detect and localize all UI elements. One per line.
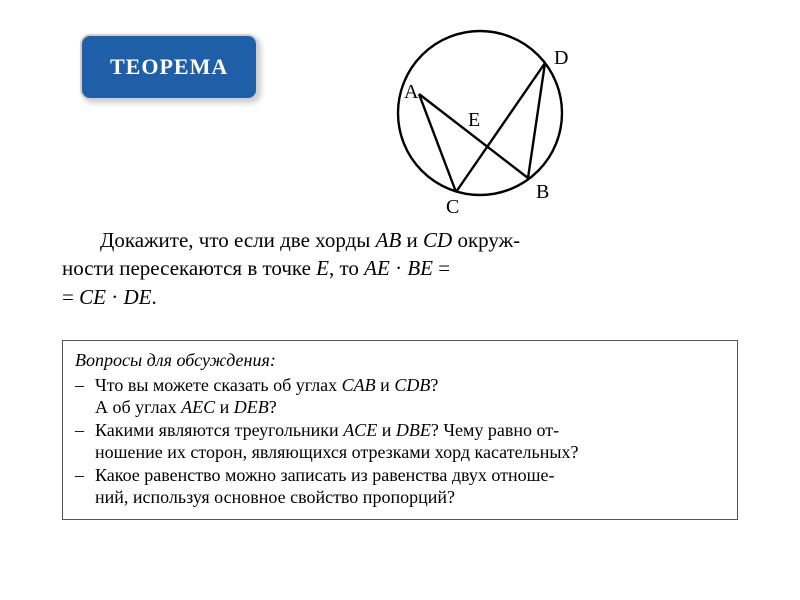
questions-box: Вопросы для обсуждения: –Что вы можете с…: [62, 340, 738, 520]
point-label-E: E: [468, 109, 480, 131]
text: и: [401, 228, 423, 252]
text: и: [377, 420, 396, 440]
var-cd: CD: [423, 228, 452, 252]
point-label-A: A: [404, 81, 419, 103]
text: А об углах: [95, 397, 181, 417]
question-dash: –: [75, 419, 95, 442]
text: ? Чему равно от-: [431, 420, 559, 440]
text: окруж-: [452, 228, 520, 252]
text: ·: [106, 285, 124, 309]
questions-title: Вопросы для обсуждения:: [75, 349, 725, 372]
chord-DB: [528, 63, 545, 178]
question-body: Какое равенство можно записать из равенс…: [95, 464, 725, 509]
text: Какими являются треугольники: [95, 420, 343, 440]
text: ношение их сторон, являющихся отрезками …: [95, 442, 578, 462]
question-dash: –: [75, 464, 95, 487]
text: Какое равенство можно записать из равенс…: [95, 465, 554, 485]
var-ab: AB: [376, 228, 402, 252]
text: ?: [430, 375, 438, 395]
var-ae: AE: [364, 256, 390, 280]
question-item: –Какое равенство можно записать из равен…: [75, 464, 725, 509]
theorem-statement: Докажите, что если две хорды AB и CD окр…: [62, 226, 738, 311]
question-body: Какими являются треугольники ACE и DBE? …: [95, 419, 725, 464]
var-ce: CE: [79, 285, 106, 309]
question-body: Что вы можете сказать об углах CAB и CDB…: [95, 374, 725, 419]
var-be: BE: [407, 256, 433, 280]
text: и: [215, 397, 234, 417]
question-item: –Какими являются треугольники ACE и DBE?…: [75, 419, 725, 464]
math-var: DBE: [396, 420, 431, 440]
math-var: ACE: [343, 420, 377, 440]
text: ·: [390, 256, 408, 280]
text: Докажите, что если две хорды: [100, 228, 376, 252]
theorem-badge: ТЕОРЕМА: [80, 34, 258, 100]
text: .: [151, 285, 156, 309]
var-e: E: [316, 256, 329, 280]
math-var: DEB: [234, 397, 269, 417]
point-label-D: D: [554, 47, 568, 69]
point-label-B: B: [536, 181, 549, 203]
math-var: CAB: [342, 375, 376, 395]
question-item: –Что вы можете сказать об углах CAB и CD…: [75, 374, 725, 419]
questions-list: –Что вы можете сказать об углах CAB и CD…: [75, 374, 725, 509]
text: и: [376, 375, 395, 395]
point-label-C: C: [446, 196, 459, 218]
var-de: DE: [123, 285, 151, 309]
text: Что вы можете сказать об углах: [95, 375, 342, 395]
geometry-diagram: A D C B E: [370, 18, 600, 223]
text: ?: [269, 397, 277, 417]
text: =: [62, 285, 79, 309]
math-var: AEC: [181, 397, 215, 417]
math-var: CDB: [394, 375, 430, 395]
text: , то: [329, 256, 364, 280]
text: =: [433, 256, 450, 280]
question-dash: –: [75, 374, 95, 397]
text: ний, используя основное свойство пропорц…: [95, 487, 455, 507]
text: ности пересекаются в точке: [62, 256, 316, 280]
